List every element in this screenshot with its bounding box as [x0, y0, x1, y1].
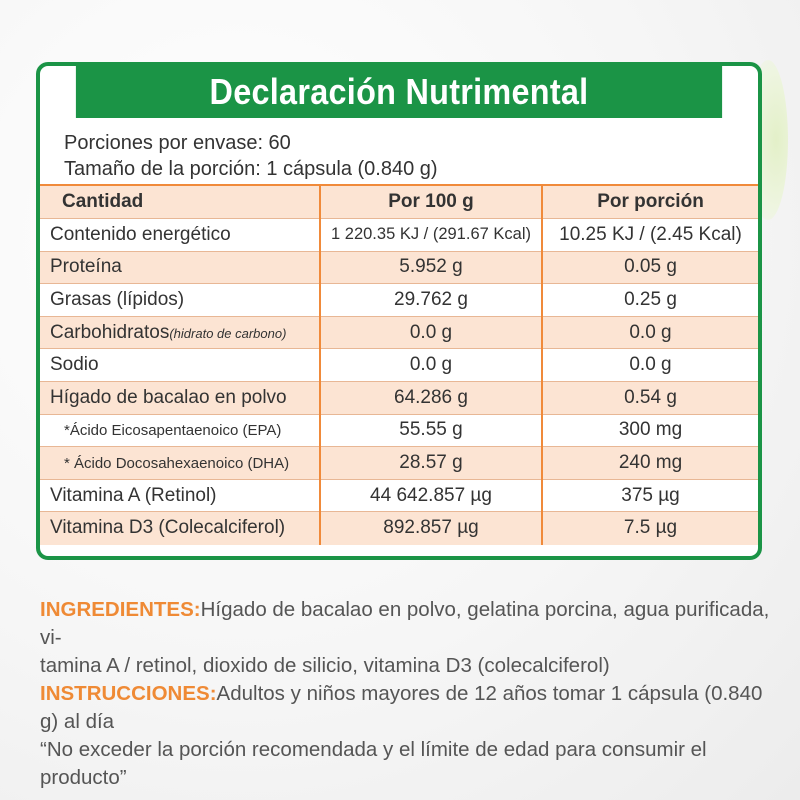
header-por-100g: Por 100 g [319, 186, 542, 219]
row-name: *Ácido Eicosapentaenoico (EPA) [40, 413, 320, 447]
table-row: Vitamina D3 (Colecalciferol) 892.857 µg … [40, 511, 758, 545]
serving-size: Tamaño de la porción: 1 cápsula (0.840 g… [64, 158, 438, 180]
serving-info: Porciones por envase: 60 Tamaño de la po… [40, 118, 758, 186]
table-row: Proteína 5.952 g 0.05 g [40, 250, 758, 284]
table-row: Contenido energético 1 220.35 KJ / (291.… [40, 218, 758, 252]
row-por-100g: 0.0 g [319, 348, 542, 382]
table-row: Sodio 0.0 g 0.0 g [40, 348, 758, 382]
row-name-main: Carbohidratos [50, 321, 170, 343]
ingredients-line-2: tamina A / retinol, dioxido de silicio, … [40, 654, 610, 677]
table-header-row: Cantidad Por 100 g Por porción [40, 186, 758, 219]
table-row: Hígado de bacalao en polvo 64.286 g 0.54… [40, 381, 758, 415]
row-name: Proteína [40, 250, 320, 284]
ingredients-line-1: INGREDIENTES:Hígado de bacalao en polvo,… [40, 596, 770, 652]
row-por-porcion: 300 mg [541, 413, 758, 447]
instructions-label: INSTRUCCIONES: [40, 682, 217, 705]
row-por-100g: 28.57 g [319, 446, 542, 480]
row-por-porcion: 0.0 g [541, 348, 758, 382]
header-por-porcion: Por porción [541, 186, 758, 219]
nutrition-facts-card: Declaración Nutrimental Porciones por en… [36, 62, 762, 560]
row-por-porcion: 0.0 g [541, 315, 758, 349]
row-name-paren: (hidrato de carbono) [169, 325, 287, 341]
table-row: * Ácido Docosahexaenoico (DHA) 28.57 g 2… [40, 446, 758, 480]
instructions-text: Adultos y niños mayores de 12 años tomar… [40, 682, 763, 733]
table-row: Carbohidratos(hidrato de carbono) 0.0 g … [40, 315, 758, 349]
instructions-line-2: “No exceder la porción recomendada y el … [40, 738, 707, 789]
row-por-porcion: 10.25 KJ / (2.45 Kcal) [541, 218, 758, 252]
row-name: Vitamina D3 (Colecalciferol) [40, 511, 320, 545]
table-row: Vitamina A (Retinol) 44 642.857 µg 375 µ… [40, 478, 758, 512]
notes-section: INGREDIENTES:Hígado de bacalao en polvo,… [40, 596, 770, 792]
row-por-100g: 892.857 µg [319, 511, 542, 545]
row-por-porcion: 240 mg [541, 446, 758, 480]
table-row: *Ácido Eicosapentaenoico (EPA) 55.55 g 3… [40, 413, 758, 447]
row-por-porcion: 0.05 g [541, 250, 758, 284]
card-title: Declaración Nutrimental [75, 66, 723, 118]
instructions-line-1: INSTRUCCIONES:Adultos y niños mayores de… [40, 680, 770, 736]
ingredients-label: INGREDIENTES: [40, 598, 201, 621]
servings-per-container: Porciones por envase: 60 [64, 132, 291, 154]
row-name: Vitamina A (Retinol) [40, 478, 320, 512]
row-name: Grasas (lípidos) [40, 283, 320, 317]
row-por-100g: 29.762 g [319, 283, 542, 317]
row-por-porcion: 7.5 µg [541, 511, 758, 545]
row-por-porcion: 375 µg [541, 478, 758, 512]
row-por-100g: 5.952 g [319, 250, 542, 284]
row-por-porcion: 0.54 g [541, 381, 758, 415]
row-por-100g: 44 642.857 µg [319, 478, 542, 512]
row-name: Sodio [40, 348, 320, 382]
row-por-100g: 0.0 g [319, 315, 542, 349]
ingredients-text: Hígado de bacalao en polvo, gelatina por… [40, 598, 770, 649]
row-name: Contenido energético [40, 218, 320, 252]
row-por-100g: 64.286 g [319, 381, 542, 415]
row-por-porcion: 0.25 g [541, 283, 758, 317]
header-cantidad: Cantidad [40, 186, 320, 219]
row-name: Carbohidratos(hidrato de carbono) [40, 315, 320, 349]
row-por-100g: 55.55 g [319, 413, 542, 447]
row-name: Hígado de bacalao en polvo [40, 381, 320, 415]
table-row: Grasas (lípidos) 29.762 g 0.25 g [40, 283, 758, 317]
row-por-100g: 1 220.35 KJ / (291.67 Kcal) [319, 218, 542, 252]
row-name: * Ácido Docosahexaenoico (DHA) [40, 446, 320, 480]
nutrition-table: Cantidad Por 100 g Por porción Contenido… [40, 186, 758, 545]
